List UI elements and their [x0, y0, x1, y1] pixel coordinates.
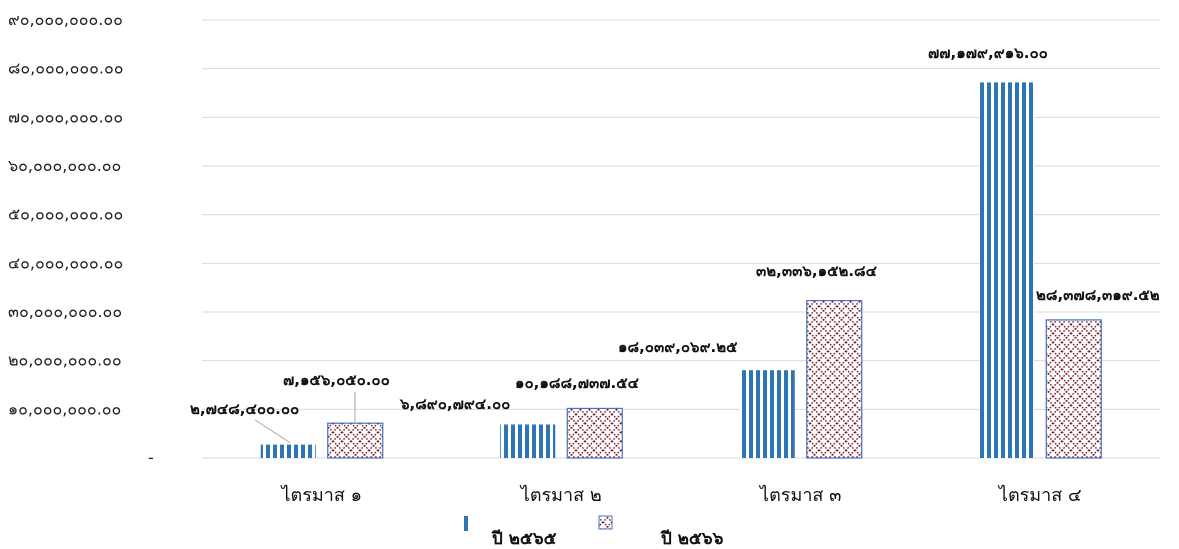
- legend: ปี ๒๕๖๕ ปี ๒๕๖๖: [464, 515, 724, 549]
- bar-series-2: [566, 407, 623, 459]
- legend-swatch-series-1: [464, 516, 468, 531]
- y-tick-label: ๙๐,๐๐๐,๐๐๐.๐๐: [8, 10, 123, 29]
- x-category-label: ไตรมาส ๓: [758, 484, 841, 506]
- y-tick-label: ๘๐,๐๐๐,๐๐๐.๐๐: [8, 59, 124, 78]
- data-label: ๖,๘๙๐,๗๙๔.๐๐: [399, 395, 510, 413]
- y-tick-label: ๕๐,๐๐๐,๐๐๐.๐๐: [8, 205, 123, 224]
- y-tick-label: ๑๐,๐๐๐,๐๐๐.๐๐: [8, 399, 121, 418]
- legend-swatch-series-2: [598, 515, 613, 530]
- data-label: ๒๘,๓๗๘,๓๑๙.๕๒: [1036, 286, 1160, 304]
- data-label: ๓๒,๓๓๖,๑๕๒.๘๔: [756, 262, 878, 280]
- bar-series-1: [500, 424, 556, 458]
- data-label: ๒,๗๔๘,๔๐๐.๐๐: [190, 400, 299, 418]
- label-leader-lines: [254, 392, 356, 444]
- legend-label-series-2: ปี ๒๕๖๖: [660, 528, 723, 549]
- y-tick-label: ๖๐,๐๐๐,๐๐๐.๐๐: [8, 156, 121, 175]
- legend-label-series-1: ปี ๒๕๖๕: [491, 528, 556, 549]
- data-label: ๗,๑๕๖,๐๕๐.๐๐: [283, 371, 390, 389]
- y-tick-label: ๔๐,๐๐๐,๐๐๐.๐๐: [8, 253, 123, 272]
- y-tick-label: -: [148, 448, 154, 467]
- x-category-label: ไตรมาส ๒: [519, 484, 602, 506]
- gridlines: [202, 19, 1160, 459]
- data-labels: ๒,๗๔๘,๔๐๐.๐๐ ๗,๑๕๖,๐๕๐.๐๐๖,๘๙๐,๗๙๔.๐๐ ๑๐,๑…: [190, 44, 1160, 418]
- bar-series-1: [739, 370, 795, 458]
- data-label: ๑๐,๑๘๘,๗๓๗.๕๔: [515, 374, 640, 392]
- data-label: ๗๗,๑๗๙,๙๑๖.๐๐: [928, 44, 1048, 62]
- x-axis-categories: ไตรมาส ๑ ไตรมาส ๒ ไตรมาส ๓ ไตรมาส ๔: [279, 484, 1081, 506]
- x-category-label: ไตรมาส ๔: [997, 484, 1082, 506]
- leader-line: [254, 419, 291, 444]
- y-axis-ticks: - ๑๐,๐๐๐,๐๐๐.๐๐ ๒๐,๐๐๐,๐๐๐.๐๐ ๓๐,๐๐๐,๐๐๐.๐๐…: [8, 10, 154, 467]
- y-tick-label: ๓๐,๐๐๐,๐๐๐.๐๐: [8, 302, 122, 321]
- bar-series-2: [327, 422, 384, 459]
- y-tick-label: ๗๐,๐๐๐,๐๐๐.๐๐: [8, 107, 123, 126]
- bar-series-1: [979, 82, 1035, 458]
- y-tick-label: ๒๐,๐๐๐,๐๐๐.๐๐: [8, 351, 122, 370]
- data-label: ๑๘,๐๓๙,๐๖๙.๒๕: [618, 338, 738, 356]
- bar-series-2: [806, 300, 863, 459]
- bar-series-2: [1045, 319, 1102, 459]
- bars: [260, 82, 1102, 459]
- x-category-label: ไตรมาส ๑: [279, 484, 362, 506]
- bar-series-1: [260, 444, 316, 458]
